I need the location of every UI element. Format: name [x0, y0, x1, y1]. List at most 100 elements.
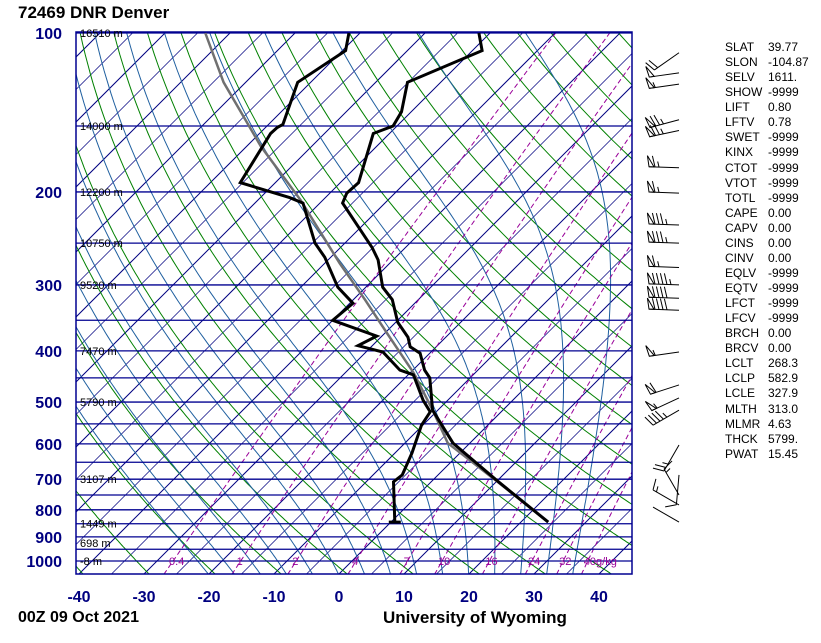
dewpoint-line — [238, 32, 432, 523]
isotherm-line — [371, 313, 632, 574]
dry-adiabat-line — [247, 32, 632, 465]
temperature-tick-label: -30 — [132, 589, 155, 606]
mixing-ratio-label: 40g/kg — [584, 556, 617, 568]
isotherm-line — [76, 32, 264, 220]
stat-row-swet: SWET -9999 — [725, 130, 809, 145]
stat-key: EQLV — [725, 265, 757, 280]
pressure-tick-label: 900 — [35, 530, 62, 547]
pressure-tick-label: 400 — [35, 344, 62, 361]
stat-key: BRCH — [725, 326, 760, 341]
mixing-ratio-label: 24 — [528, 556, 540, 568]
stat-value: 4.63 — [768, 416, 792, 431]
isotherm-line — [468, 410, 632, 574]
isotherm-line — [111, 53, 632, 574]
temperature-tick-label: 40 — [590, 589, 608, 606]
wind-barb — [645, 77, 680, 89]
dry-adiabat-line — [76, 244, 349, 574]
background-lines — [0, 32, 632, 574]
stat-row-lclp: LCLP 582.9 — [725, 371, 809, 386]
stat-row-capv: CAPV 0.00 — [725, 221, 809, 236]
wind-barb — [644, 409, 680, 426]
dry-adiabat-line — [281, 32, 632, 426]
stat-value: 0.00 — [768, 326, 792, 341]
isotherm-line — [0, 32, 69, 574]
moist-adiabat-line — [76, 367, 235, 574]
isotherm-line — [76, 32, 557, 513]
stat-row-thck: THCK 5799. — [725, 432, 809, 447]
wind-barbs — [644, 52, 680, 523]
stat-key: SLON — [725, 55, 758, 70]
stat-row-mlth: MLTH 313.0 — [725, 402, 809, 417]
dry-adiabat-line — [348, 32, 632, 348]
isotherm-line — [76, 32, 199, 155]
stat-key: SELV — [725, 70, 755, 85]
isotherm-line — [78, 32, 622, 574]
isotherm-line — [533, 475, 632, 574]
stat-value: -9999 — [768, 311, 799, 326]
stat-key: SLAT — [725, 40, 755, 54]
stat-value: -9999 — [768, 296, 799, 311]
stat-key: PWAT — [725, 446, 759, 461]
isotherm-line — [0, 32, 36, 574]
height-label: 16510 m — [80, 28, 123, 40]
wind-barb — [644, 124, 680, 138]
stat-key: TOTL — [725, 190, 756, 205]
credit-label: University of Wyoming — [383, 608, 567, 627]
isotherm-line — [501, 443, 632, 574]
stat-row-cins: CINS 0.00 — [725, 236, 809, 251]
isotherm-line — [76, 32, 589, 545]
stat-value: 0.80 — [768, 100, 792, 115]
stat-value: 268.3 — [768, 356, 799, 371]
stat-value: 313.0 — [768, 401, 799, 416]
wind-barb — [644, 382, 680, 395]
mixing-ratio-label: 10 — [438, 556, 450, 568]
stat-key: CAPE — [725, 205, 758, 220]
parcel-path-line — [204, 32, 549, 524]
height-label: 9520 m — [80, 280, 117, 292]
isotherm-line — [76, 32, 134, 90]
height-label: 698 m — [80, 538, 111, 550]
station-title: 72469 DNR Denver — [18, 3, 170, 22]
wind-barb — [663, 460, 680, 496]
stat-value: -9999 — [768, 175, 799, 190]
stat-key: LFCV — [725, 311, 756, 326]
stat-value: -9999 — [768, 85, 799, 100]
stat-key: CINV — [725, 250, 754, 265]
stat-value: 327.9 — [768, 386, 799, 401]
wind-barb — [646, 297, 680, 311]
wind-barb — [645, 66, 680, 78]
moist-adiabat-line — [76, 279, 287, 574]
height-label: 12200 m — [80, 187, 123, 199]
wind-barb — [646, 272, 680, 286]
stat-value: 5799. — [768, 431, 799, 446]
stat-row-brcv: BRCV 0.00 — [725, 341, 809, 356]
temperature-tick-label: -10 — [262, 589, 285, 606]
isotherm-line — [76, 32, 427, 383]
height-label: 14000 m — [80, 121, 123, 133]
isotherm-line — [403, 345, 632, 574]
dry-adiabat-line — [381, 32, 632, 310]
stat-key: THCK — [725, 431, 758, 446]
pressure-tick-label: 500 — [35, 395, 62, 412]
height-label: 10750 m — [80, 238, 123, 250]
stat-row-lfcv: LFCV -9999 — [725, 311, 809, 326]
stat-row-show: SHOW -9999 — [725, 85, 809, 100]
wind-barb — [645, 345, 680, 357]
wind-barb — [646, 180, 680, 194]
wind-barb — [646, 155, 680, 169]
stat-key: CTOT — [725, 160, 758, 175]
stat-key: LFTV — [725, 115, 755, 130]
stat-value: 582.9 — [768, 371, 799, 386]
isotherm-line — [208, 150, 632, 574]
moist-adiabat-line — [332, 32, 527, 574]
height-label: 3107 m — [80, 474, 117, 486]
stat-key: SHOW — [725, 85, 763, 100]
stat-row-slat: SLAT 39.77 — [725, 40, 809, 55]
wind-barb — [646, 255, 680, 268]
dry-adiabat-line — [76, 565, 84, 574]
wind-barb — [644, 397, 680, 412]
pressure-tick-label: 800 — [35, 503, 62, 520]
mixing-ratio-label: 32 — [559, 556, 571, 568]
stat-row-selv: SELV 1611. — [725, 70, 809, 85]
